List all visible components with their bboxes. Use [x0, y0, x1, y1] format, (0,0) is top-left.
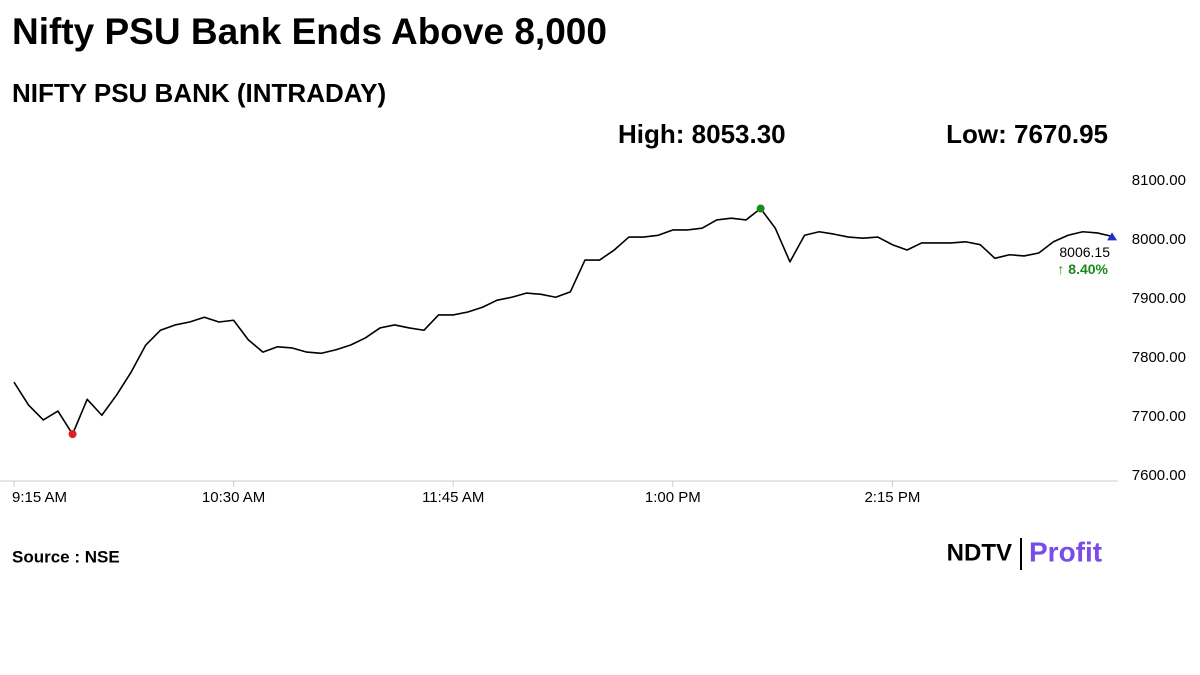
low-marker: [68, 430, 77, 439]
y-tick-label: 7800.00: [1132, 349, 1186, 366]
x-tick-label: 10:30 AM: [202, 489, 265, 506]
x-tick-label: 2:15 PM: [864, 489, 920, 506]
brand-profit: Profit: [1029, 536, 1102, 567]
last-marker: [1107, 232, 1117, 241]
brand-ndtv: NDTV: [947, 539, 1012, 566]
x-tick-label: 11:45 AM: [422, 489, 484, 506]
low-label: Low: 7670.95: [946, 119, 1108, 149]
chart-title: Nifty PSU Bank Ends Above 8,000: [12, 11, 607, 52]
y-tick-label: 7900.00: [1132, 290, 1186, 307]
y-tick-label: 8100.00: [1132, 172, 1186, 189]
chart-subtitle: NIFTY PSU BANK (INTRADAY): [12, 78, 386, 108]
high-marker: [756, 204, 765, 213]
y-tick-label: 7600.00: [1132, 467, 1186, 484]
y-tick-label: 7700.00: [1132, 408, 1186, 425]
x-tick-label: 1:00 PM: [645, 489, 701, 506]
last-value-label: 8006.15: [1059, 244, 1110, 260]
change-label: ↑ 8.40%: [1057, 261, 1108, 277]
price-line: [13, 207, 1113, 435]
x-tick-label: 9:15 AM: [12, 489, 67, 506]
y-tick-label: 8000.00: [1132, 231, 1186, 248]
high-label: High: 8053.30: [618, 119, 786, 149]
source: Source : NSE: [12, 547, 120, 566]
